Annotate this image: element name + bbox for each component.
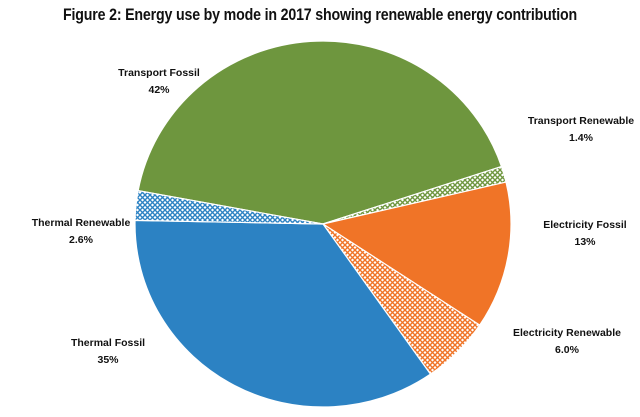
slice-value-label: 35% xyxy=(97,354,119,366)
slice-label-thermal-renewable: Thermal Renewable 2.6% xyxy=(32,217,131,246)
slice-value-label: 2.6% xyxy=(69,234,94,246)
slice-value-label: 1.4% xyxy=(569,132,594,144)
slice-labels: Transport Fossil 42% Transport Renewable 1.… xyxy=(32,67,635,366)
slice-label-transport-fossil: Transport Fossil 42% xyxy=(118,67,200,96)
slice-value-label: 6.0% xyxy=(555,344,580,356)
pie-slices xyxy=(134,40,512,408)
pie-slice-transport-fossil xyxy=(137,40,503,225)
slice-label-electricity-renewable: Electricity Renewable 6.0% xyxy=(513,327,621,356)
slice-name-label: Thermal Renewable xyxy=(32,217,131,229)
slice-label-electricity-fossil: Electricity Fossil 13% xyxy=(543,219,627,248)
pie-slice-electricity-fossil xyxy=(321,181,512,326)
slice-name-label: Transport Fossil xyxy=(118,67,200,79)
slice-name-label: Electricity Renewable xyxy=(513,327,621,339)
slice-name-label: Thermal Fossil xyxy=(71,337,145,349)
slice-label-thermal-fossil: Thermal Fossil 35% xyxy=(71,337,145,366)
slice-name-label: Transport Renewable xyxy=(528,115,634,127)
slice-value-label: 13% xyxy=(574,236,596,248)
pie-slice-thermal-renewable xyxy=(134,189,324,225)
slice-name-label: Electricity Fossil xyxy=(543,219,627,231)
chart-title: Figure 2: Energy use by mode in 2017 sho… xyxy=(62,6,577,24)
slice-value-label: 42% xyxy=(148,84,170,96)
slice-label-transport-renewable: Transport Renewable 1.4% xyxy=(528,115,634,144)
pie-slice-thermal-fossil xyxy=(134,219,432,408)
